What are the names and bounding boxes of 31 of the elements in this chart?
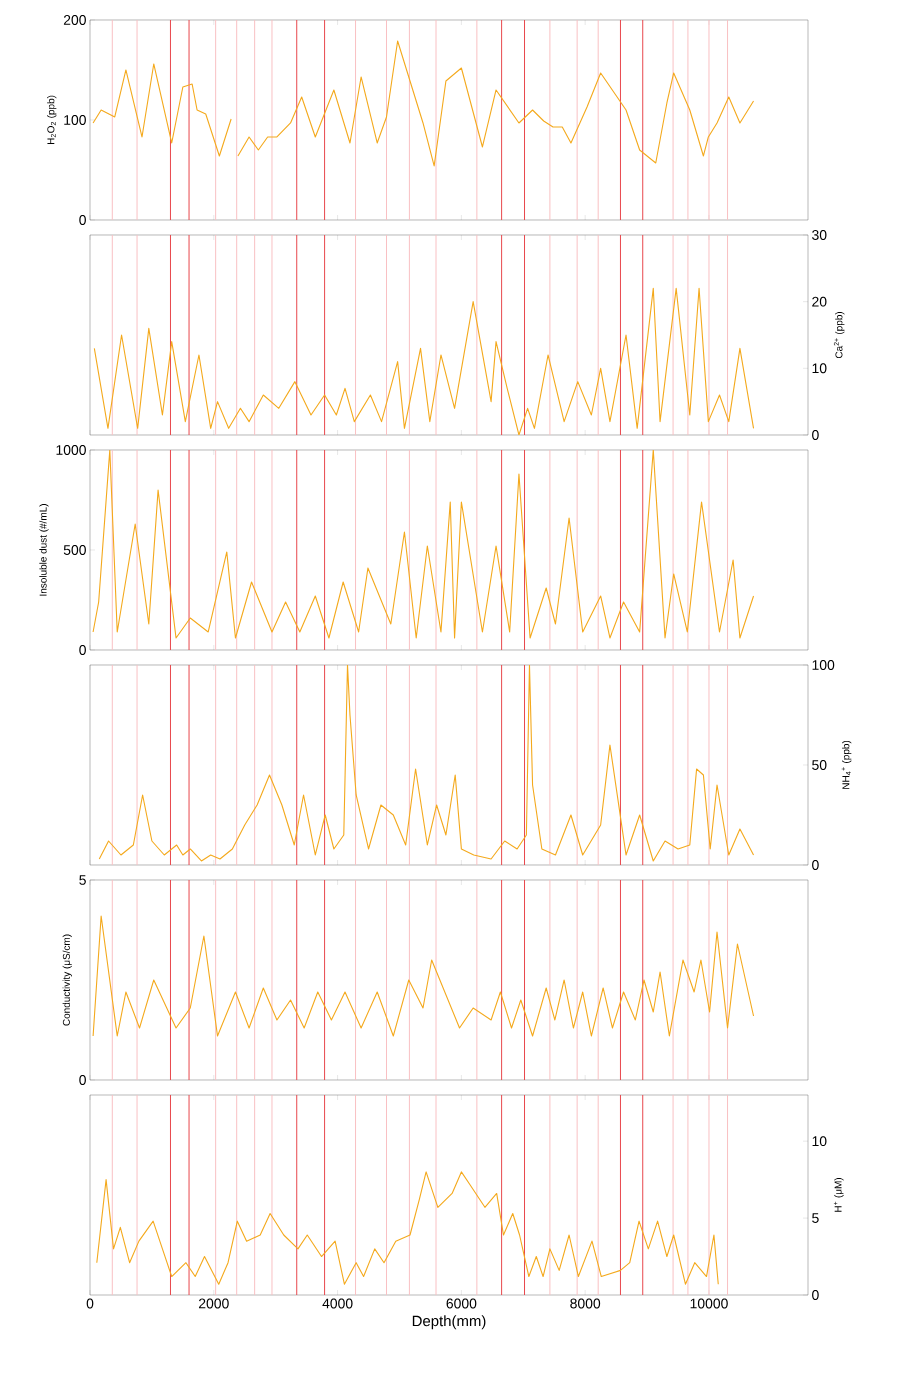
x-tick-label: 10000 [690, 1298, 728, 1309]
x-tick-label: 6000 [446, 1298, 477, 1309]
y-tick-label: 5 [812, 1213, 819, 1223]
y-tick-label: 100 [64, 115, 86, 125]
y-tick-label: 500 [63, 545, 86, 555]
y-axis-title: Conductivity (μS/cm) [62, 934, 72, 1026]
y-axis-title: Ca$^{2+}$ (ppb) [833, 312, 845, 359]
y-tick-label: 0 [812, 1290, 819, 1300]
y-tick-label: 200 [63, 15, 86, 25]
x-axis-title: Depth(mm) [412, 1315, 486, 1330]
x-tick-label: 4000 [322, 1298, 353, 1309]
y-tick-label: 10 [812, 363, 827, 374]
x-tick-label: 8000 [570, 1298, 601, 1309]
y-tick-label: 10 [812, 1136, 827, 1147]
y-tick-label: 0 [812, 860, 819, 870]
y-tick-label: 5 [79, 875, 86, 885]
y-axis-title: H$_{2}$O$_{2}$ (ppb) [47, 95, 57, 145]
y-tick-label: 0 [79, 215, 86, 225]
y-tick-label: 0 [79, 645, 86, 655]
y-tick-label: 1000 [56, 445, 86, 455]
y-tick-label: 100 [812, 660, 835, 670]
y-tick-label: 50 [812, 760, 827, 770]
x-tick-label: 0 [86, 1298, 94, 1309]
y-axis-title: Insoluble dust (#/mL) [39, 504, 49, 596]
x-tick-label: 2000 [198, 1298, 229, 1309]
y-tick-label: 20 [812, 296, 827, 307]
y-axis-title: NH$_{4}$$^{+}$ (ppb) [841, 740, 852, 789]
y-tick-label: 30 [812, 230, 827, 240]
y-tick-label: 0 [812, 430, 819, 440]
y-axis-title: H$^{+}$ (μM) [833, 1178, 844, 1212]
y-tick-label: 0 [79, 1075, 86, 1085]
